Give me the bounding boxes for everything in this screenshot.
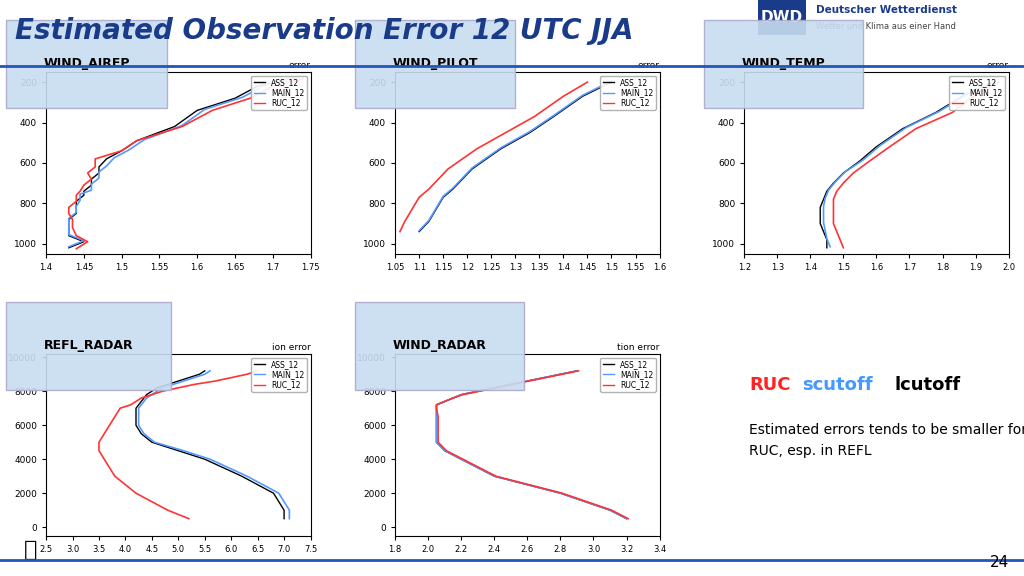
Legend: ASS_12, MAIN_12, RUC_12: ASS_12, MAIN_12, RUC_12: [600, 76, 655, 109]
Text: Wetter und Klima aus einer Hand: Wetter und Klima aus einer Hand: [816, 22, 956, 31]
Text: REFL_RADAR: REFL_RADAR: [43, 339, 133, 352]
Text: RUC: RUC: [750, 376, 791, 393]
Text: lcutoff: lcutoff: [895, 376, 962, 393]
Legend: ASS_12, MAIN_12, RUC_12: ASS_12, MAIN_12, RUC_12: [600, 358, 655, 392]
Text: error: error: [289, 61, 310, 70]
Text: ion error: ion error: [271, 343, 310, 352]
Text: Estimated Observation Error 12 UTC JJA: Estimated Observation Error 12 UTC JJA: [15, 17, 634, 46]
Text: scutoff: scutoff: [803, 376, 873, 393]
Text: WIND_AIREP: WIND_AIREP: [43, 57, 130, 70]
Text: DWD: DWD: [761, 10, 803, 25]
Legend: ASS_12, MAIN_12, RUC_12: ASS_12, MAIN_12, RUC_12: [949, 76, 1005, 109]
Text: error: error: [987, 61, 1009, 70]
Text: Deutscher Wetterdienst: Deutscher Wetterdienst: [816, 5, 957, 16]
Text: tion error: tion error: [617, 343, 659, 352]
FancyBboxPatch shape: [758, 0, 806, 35]
Text: 24: 24: [989, 555, 1009, 570]
Text: error: error: [638, 61, 659, 70]
Legend: ASS_12, MAIN_12, RUC_12: ASS_12, MAIN_12, RUC_12: [251, 76, 307, 109]
Text: WIND_PILOT: WIND_PILOT: [392, 57, 478, 70]
Text: WIND_RADAR: WIND_RADAR: [392, 339, 486, 352]
Text: WIND_TEMP: WIND_TEMP: [741, 57, 825, 70]
Text: Estimated errors tends to be smaller for
RUC, esp. in REFL: Estimated errors tends to be smaller for…: [750, 423, 1024, 457]
Text: 🦅: 🦅: [24, 540, 38, 560]
Legend: ASS_12, MAIN_12, RUC_12: ASS_12, MAIN_12, RUC_12: [251, 358, 307, 392]
